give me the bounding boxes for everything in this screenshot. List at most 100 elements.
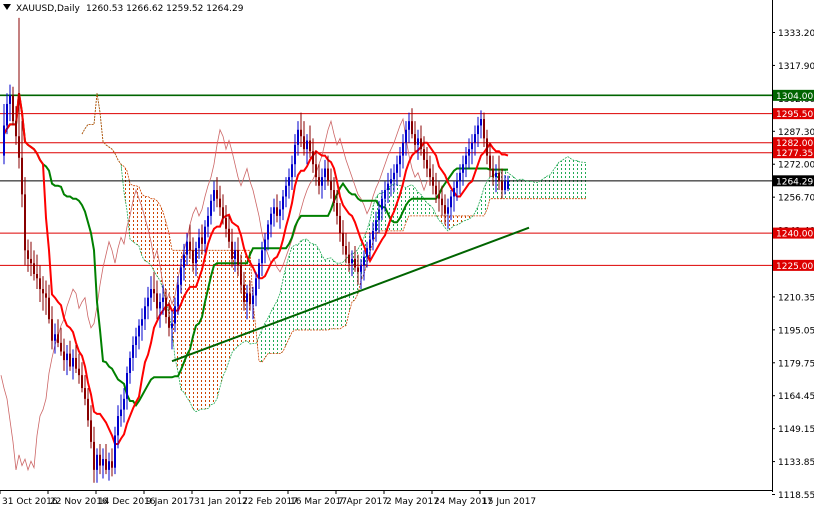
candle-body — [213, 190, 215, 201]
candle-body — [228, 228, 230, 242]
y-tick-label: 1333.20 — [778, 29, 814, 39]
candle-body — [348, 254, 350, 264]
cloud-slice — [319, 249, 322, 330]
candle-body — [315, 164, 317, 178]
y-tick-label: 1272.00 — [778, 161, 814, 171]
cloud-slice — [202, 250, 205, 410]
candle-body — [384, 190, 386, 199]
x-tick-label: 24 May 2017 — [434, 497, 493, 507]
candle-body — [396, 164, 398, 173]
candle-body — [90, 420, 92, 442]
x-tick-label: 31 Oct 2016 — [2, 497, 58, 507]
candle-body — [6, 103, 8, 126]
cloud-slice — [259, 329, 262, 363]
candle-body — [399, 155, 401, 165]
cloud-slice — [526, 180, 529, 199]
cloud-slice — [316, 244, 319, 330]
candle-body — [294, 144, 296, 165]
candle-body — [474, 134, 476, 143]
cloud-slice — [310, 242, 313, 330]
level-label: 1295.50 — [776, 110, 813, 120]
x-tick-label: 2 May 2017 — [386, 497, 439, 507]
candle-body — [273, 207, 275, 214]
candle-body — [123, 398, 125, 410]
cloud-slice — [229, 250, 232, 362]
cloud-slice — [565, 156, 568, 199]
candle-body — [57, 334, 59, 343]
y-tick-label: 1133.85 — [778, 458, 814, 468]
cloud-slice — [334, 261, 337, 329]
candle-body — [30, 258, 32, 264]
x-tick-label: 31 Jan 2017 — [194, 497, 248, 507]
cloud-slice — [322, 255, 325, 330]
cloud-slice — [196, 250, 199, 412]
candle-body — [135, 336, 137, 346]
candle-body — [333, 190, 335, 203]
candle-body — [387, 183, 389, 191]
symbol-dropdown-icon[interactable] — [3, 4, 11, 10]
cloud-slice — [502, 170, 505, 199]
cloud-slice — [478, 197, 481, 216]
candle-body — [3, 125, 5, 156]
candle-body — [312, 151, 314, 165]
candle-body — [69, 353, 71, 367]
cloud-slice — [481, 187, 484, 216]
cloud-slice — [469, 215, 472, 220]
candle-body — [282, 196, 284, 210]
cloud-slice — [451, 215, 454, 229]
candle-body — [207, 215, 209, 227]
cloud-slice — [574, 160, 577, 199]
candle-body — [309, 140, 311, 152]
level-label-box — [773, 137, 814, 149]
cloud-slice — [487, 177, 490, 210]
candle-body — [486, 138, 488, 156]
cloud-slice — [331, 257, 334, 329]
cloud-slice — [328, 257, 331, 330]
candle-body — [231, 241, 233, 259]
candle-body — [339, 215, 341, 234]
cloud-slice — [553, 166, 556, 199]
candle-body — [363, 256, 365, 266]
candle-body — [276, 207, 278, 216]
candle-body — [201, 237, 203, 244]
candle-body — [81, 375, 83, 389]
cloud-slice — [277, 293, 280, 354]
cloud-slice — [397, 184, 400, 231]
cloud-slice — [415, 187, 418, 216]
candle-body — [99, 454, 101, 466]
cloud-slice — [541, 178, 544, 199]
cloud-slice — [532, 181, 535, 199]
chart-header: XAUUSD,Daily 1260.53 1266.62 1259.52 126… — [3, 4, 244, 14]
y-tick-label: 1179.75 — [778, 359, 814, 369]
level-label: 1282.00 — [776, 139, 813, 149]
candle-body — [432, 177, 434, 186]
cloud-slice — [166, 222, 169, 314]
cloud-slice — [124, 166, 127, 211]
candle-body — [369, 239, 371, 249]
candle-body — [252, 295, 254, 305]
cloud-slice — [571, 158, 574, 199]
candle-body — [36, 273, 38, 279]
level-label-box — [773, 259, 814, 271]
kijun-sen-line — [3, 93, 508, 408]
ohlc-readout: 1260.53 1266.62 1259.52 1264.29 — [86, 4, 244, 14]
cloud-slice — [463, 215, 466, 222]
candle-body — [192, 250, 194, 264]
candle-body — [33, 263, 35, 274]
cloud-slice — [226, 250, 229, 370]
candle-body — [243, 284, 245, 302]
cloud-slice — [133, 185, 136, 244]
cloud-slice — [136, 185, 139, 247]
candle-body — [39, 278, 41, 290]
cloud-slice — [559, 160, 562, 199]
candle-body — [48, 297, 50, 320]
candle-body — [420, 138, 422, 150]
candle-body — [459, 172, 461, 182]
cloud-slice — [205, 250, 208, 410]
candle-body — [264, 239, 266, 251]
cloud-slice — [430, 205, 433, 216]
candle-body — [279, 209, 281, 216]
